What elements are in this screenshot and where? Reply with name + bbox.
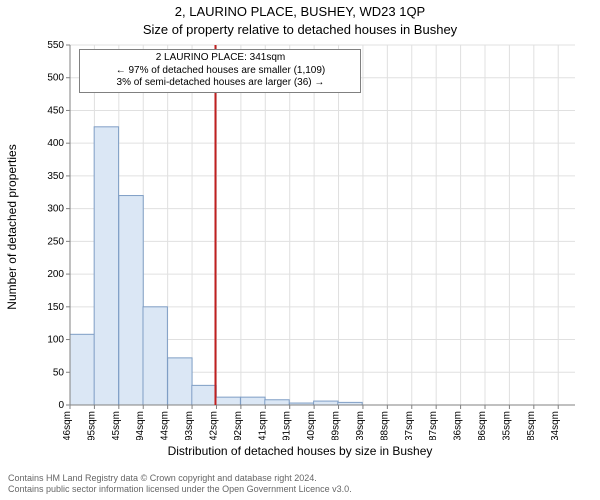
histogram-bar (216, 397, 240, 405)
annot-line3: 3% of semi-detached houses are larger (3… (84, 77, 356, 90)
x-tick-label: 737sqm (404, 411, 415, 440)
histogram-bar (143, 307, 167, 405)
y-tick-label: 350 (47, 171, 64, 182)
x-tick-label: 639sqm (355, 411, 366, 440)
y-tick-label: 250 (47, 236, 64, 247)
y-tick-label: 500 (47, 73, 64, 84)
histogram-bar (314, 401, 338, 405)
marker-annotation: 2 LAURINO PLACE: 341sqm ← 97% of detache… (79, 49, 361, 93)
x-tick-label: 194sqm (135, 411, 146, 440)
y-tick-label: 100 (47, 335, 64, 346)
x-tick-label: 985sqm (526, 411, 537, 440)
annot-line2: ← 97% of detached houses are smaller (1,… (84, 65, 356, 78)
x-tick-label: 46sqm (62, 411, 73, 440)
histogram-bar (168, 358, 192, 405)
x-tick-label: 491sqm (282, 411, 293, 440)
histogram-chart: 0 50 100 150 200 250 300 350 400 450 500 550 46sqm 95… (40, 40, 580, 440)
annot-line1: 2 LAURINO PLACE: 341sqm (84, 52, 356, 65)
footer-line1: Contains HM Land Registry data © Crown c… (8, 473, 352, 485)
y-tick-label: 300 (47, 204, 64, 215)
y-tick-label: 50 (53, 367, 65, 378)
chart-container: 2, LAURINO PLACE, BUSHEY, WD23 1QP Size … (0, 0, 600, 500)
y-axis-label: Number of detached properties (5, 127, 19, 327)
histogram-bar (70, 334, 94, 405)
y-tick-label: 400 (47, 138, 64, 149)
x-tick-label: 935sqm (501, 411, 512, 440)
y-tick-label: 550 (47, 40, 64, 51)
x-tick-label: 95sqm (86, 411, 97, 440)
histogram-bar (94, 127, 118, 405)
title-line1: 2, LAURINO PLACE, BUSHEY, WD23 1QP (0, 4, 600, 19)
y-tick-label: 150 (47, 302, 64, 313)
y-tick-label: 450 (47, 105, 64, 116)
x-tick-label: 787sqm (428, 411, 439, 440)
x-tick-label: 886sqm (477, 411, 488, 440)
x-tick-label: 836sqm (453, 411, 464, 440)
x-axis-label: Distribution of detached houses by size … (0, 444, 600, 458)
x-tick-label: 145sqm (111, 411, 122, 440)
histogram-bar (265, 400, 289, 405)
y-tick-label: 200 (47, 269, 64, 280)
x-tick-label: 540sqm (306, 411, 317, 440)
x-tick-label: 688sqm (379, 411, 390, 440)
x-tick-label: 293sqm (184, 411, 195, 440)
x-tick-label: 441sqm (257, 411, 268, 440)
histogram-bar (241, 397, 265, 405)
y-tick-label: 0 (58, 400, 64, 411)
x-tick-label: 392sqm (233, 411, 244, 440)
x-tick-label: 342sqm (208, 411, 219, 440)
histogram-bar (192, 385, 216, 405)
title-line2: Size of property relative to detached ho… (0, 22, 600, 37)
x-tick-label: 589sqm (331, 411, 342, 440)
x-tick-label: 1034sqm (550, 411, 561, 440)
footer-line2: Contains public sector information licen… (8, 484, 352, 496)
footer: Contains HM Land Registry data © Crown c… (8, 473, 352, 496)
histogram-bar (119, 196, 143, 405)
x-tick-label: 244sqm (160, 411, 171, 440)
